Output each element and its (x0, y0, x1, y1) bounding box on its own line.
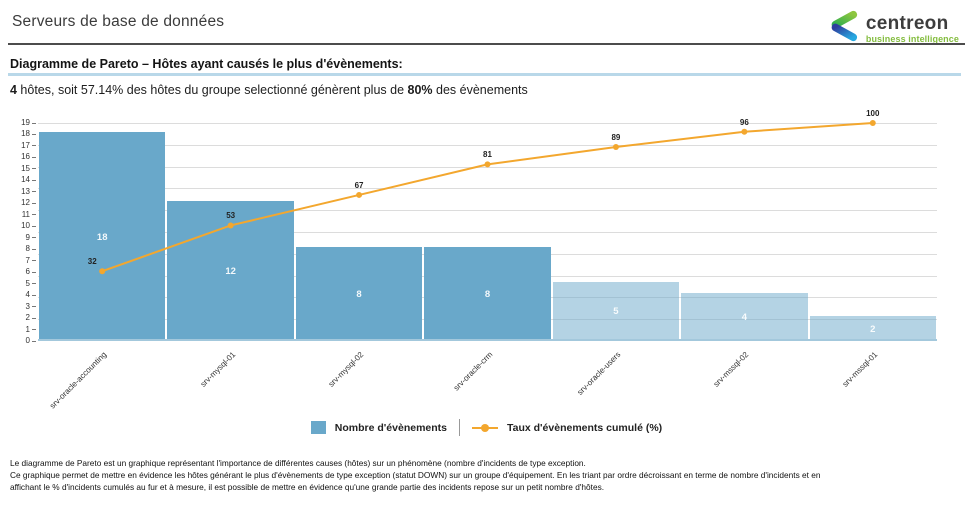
bar-srv-oracle-users (552, 281, 680, 339)
y-axis-tick-label: 14 (21, 175, 30, 185)
y-axis-tick-label: 12 (21, 198, 30, 208)
y-axis-tick-mark (32, 214, 36, 216)
y-axis-tick-label: 19 (21, 118, 30, 127)
line-point-label: 81 (483, 150, 492, 160)
y-axis-tick-mark (32, 340, 36, 342)
y-axis-tick-label: 7 (25, 255, 30, 265)
line-point-label: 96 (739, 117, 749, 127)
y-axis-tick-mark (32, 306, 36, 308)
y-axis-tick-mark (32, 202, 36, 204)
gridline (38, 144, 937, 146)
y-axis-tick-label: 6 (25, 267, 30, 277)
y-axis-tick-mark (32, 168, 36, 170)
bar-value-label: 8 (356, 289, 362, 301)
bar-srv-mysql-02 (295, 247, 423, 339)
y-axis-tick-mark (32, 271, 36, 273)
gridline (38, 210, 937, 212)
logo-brand: centreon (865, 12, 949, 34)
logo-tagline: business intelligence (865, 33, 959, 44)
y-axis-tick-label: 9 (25, 232, 30, 242)
bar-srv-mssql-02 (681, 293, 808, 339)
bar-value-label: 12 (225, 266, 236, 278)
y-axis-tick-label: 4 (25, 290, 30, 300)
subtitle-divider (8, 73, 961, 76)
page-title: Serveurs de base de données (12, 13, 225, 30)
y-axis-tick-label: 11 (21, 209, 30, 219)
chart-legend: Nombre d'évènements Taux d'évènements cu… (0, 419, 973, 436)
report-subtitle: Diagramme de Pareto – Hôtes ayant causés… (10, 57, 403, 71)
line-point-label: 89 (611, 132, 621, 142)
centreon-logo: centreon business intelligence (825, 9, 959, 48)
bar-value-label: 18 (96, 231, 108, 243)
line-point (99, 268, 106, 275)
footer-line: affichant le % d'incidents cumulés au fu… (10, 482, 605, 493)
y-axis-tick-mark (32, 237, 36, 239)
legend-line-label: Taux d'évènements cumulé (%) (507, 421, 663, 434)
legend-bar-label: Nombre d'évènements (334, 421, 447, 434)
y-axis-tick-label: 10 (21, 221, 30, 231)
y-axis-tick-mark (32, 191, 36, 193)
line-point-label: 53 (226, 211, 236, 221)
y-axis-tick-label: 1 (25, 324, 30, 334)
y-axis-tick-mark (32, 179, 36, 181)
legend-divider (459, 419, 460, 436)
y-axis-tick-mark (32, 122, 36, 124)
bar-srv-oracle-accounting (39, 132, 166, 339)
y-axis-tick-label: 13 (21, 186, 30, 196)
gridline (38, 123, 937, 124)
line-point-label: 67 (354, 180, 364, 190)
bar-value-label: 5 (613, 306, 619, 318)
y-axis-tick-mark (32, 248, 36, 250)
y-axis-tick-mark (32, 329, 36, 331)
cumulative-line (99, 120, 876, 275)
y-axis-tick-label: 16 (21, 152, 30, 162)
plot-area: 18 12 8 8 5 4 2 32 53 67 81 89 96 100 (38, 109, 937, 341)
legend-bar-swatch (310, 421, 326, 434)
y-axis-tick-mark (32, 294, 36, 296)
bar-value-label: 2 (870, 323, 876, 335)
line-point (741, 128, 748, 135)
line-point (227, 222, 234, 229)
y-axis-tick-label: 8 (25, 244, 30, 254)
centreon-logo-icon (825, 9, 859, 48)
y-axis-tick-label: 18 (21, 129, 30, 139)
y-axis-tick-label: 0 (25, 336, 30, 345)
bar-value-label: 8 (484, 289, 491, 301)
y-axis-tick-mark (32, 317, 36, 319)
y-axis-tick-label: 5 (25, 278, 30, 288)
y-axis-tick-mark (32, 260, 36, 262)
line-point (612, 143, 619, 150)
y-axis-tick-mark (32, 133, 36, 135)
gridline (38, 188, 937, 190)
footer-line: Le diagramme de Pareto est un graphique … (10, 458, 586, 468)
summary-text: 4 hôtes, soit 57.14% des hôtes du groupe… (10, 83, 528, 97)
y-axis-tick-label: 2 (25, 313, 30, 323)
y-axis-tick-label: 15 (21, 163, 30, 173)
line-point (869, 120, 876, 126)
line-point (356, 191, 363, 198)
bar-srv-mssql-01 (809, 316, 936, 339)
centreon-logo-text: centreon business intelligence (866, 14, 959, 44)
y-axis-tick-mark (32, 145, 36, 147)
line-point-label: 32 (87, 257, 97, 267)
summary-host-count: 4 (10, 83, 17, 97)
summary-percent: 80% (407, 83, 433, 97)
line-point-label: 100 (866, 109, 880, 118)
y-axis-tick-mark (32, 283, 36, 285)
y-axis-tick-mark (32, 225, 36, 227)
header-divider (8, 43, 965, 45)
bar-value-label: 4 (741, 312, 747, 324)
summary-mid: hôtes, soit 57.14% des hôtes du groupe s… (16, 83, 408, 97)
line-point (484, 161, 491, 168)
y-axis-tick-label: 17 (21, 140, 30, 150)
summary-tail: des évènements (432, 83, 528, 97)
footer-line: Ce graphique permet de mettre en évidenc… (10, 470, 821, 481)
y-axis-tick-label: 3 (25, 301, 30, 311)
legend-line-dot (481, 423, 489, 432)
footer-description: Le diagramme de Pareto est un graphique … (10, 457, 820, 494)
bar-srv-oracle-crm (424, 247, 551, 339)
legend-line-marker (472, 423, 498, 432)
gridline (38, 232, 937, 233)
y-axis-tick-mark (32, 156, 36, 158)
